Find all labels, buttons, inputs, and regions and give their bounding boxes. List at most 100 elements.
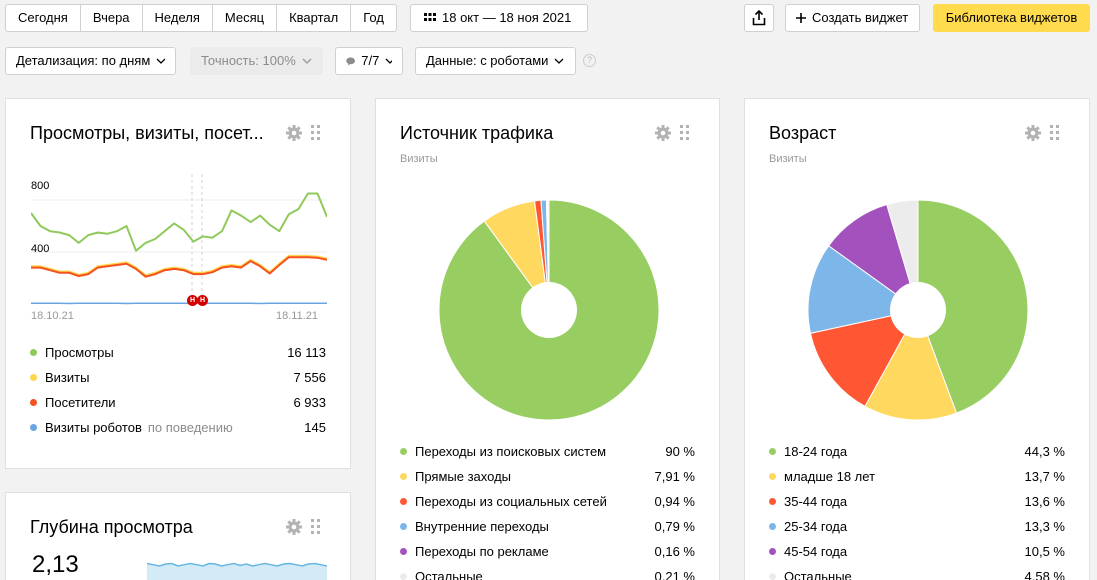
- legend-item[interactable]: Остальные 4,58 %: [769, 564, 1065, 580]
- age-legend: 18-24 года 44,3 % младше 18 лет 13,7 % 35-44…: [769, 439, 1065, 580]
- traffic-legend: Переходы из поисковых систем 90 % Прямые з…: [400, 439, 695, 580]
- export-button[interactable]: [744, 4, 774, 32]
- drag-handle-icon[interactable]: [311, 519, 321, 535]
- legend-dot: [769, 523, 776, 530]
- traffic-pie-chart: [438, 199, 660, 421]
- legend-value: 44,3 %: [1024, 444, 1065, 459]
- legend-label: 25-34 года: [784, 519, 848, 534]
- drag-handle-icon[interactable]: [1050, 125, 1060, 141]
- legend-label: Визиты: [45, 370, 90, 385]
- gear-icon[interactable]: [654, 124, 672, 142]
- period-month-button[interactable]: Месяц: [212, 4, 278, 32]
- period-today-button[interactable]: Сегодня: [5, 4, 81, 32]
- legend-dot: [30, 399, 37, 406]
- donut-hole: [890, 282, 946, 338]
- legend-item[interactable]: 25-34 года 13,3 %: [769, 514, 1065, 539]
- data-dropdown[interactable]: Данные: с роботами: [415, 47, 576, 75]
- legend-item[interactable]: Посетители 6 933: [30, 390, 326, 415]
- date-range-button[interactable]: 18 окт — 18 ноя 2021: [410, 4, 588, 32]
- pie-slice: [864, 308, 958, 421]
- legend-value: 6 933: [293, 395, 326, 410]
- x-axis-label: 18.11.21: [276, 310, 319, 322]
- series-line-2: [31, 254, 327, 277]
- widget-library-button[interactable]: Библиотека виджетов: [933, 4, 1090, 32]
- legend-label: Визиты роботов по поведению: [45, 420, 304, 435]
- widget-title: Источник трафика: [400, 123, 554, 143]
- share-icon: [752, 10, 766, 26]
- legend-item[interactable]: Переходы из поисковых систем 90 %: [400, 439, 695, 464]
- legend-label: Остальные: [784, 569, 852, 580]
- legend-item[interactable]: Переходы из социальных сетей 0,94 %: [400, 489, 695, 514]
- drag-handle-icon[interactable]: [680, 125, 690, 141]
- sparkline-line: [147, 562, 327, 567]
- age-widget: Возраст Визиты 18-24 года 44,3 % младше 18…: [744, 98, 1090, 580]
- segments-dropdown[interactable]: 7/7: [335, 47, 403, 75]
- legend-label: Переходы из поисковых систем: [415, 444, 607, 459]
- legend-value: 4,58 %: [1024, 569, 1065, 580]
- legend-item[interactable]: Просмотры 16 113: [30, 340, 326, 365]
- detail-dropdown[interactable]: Детализация: по дням: [5, 47, 176, 75]
- period-year-button[interactable]: Год: [351, 4, 397, 32]
- legend-value: 0,16 %: [654, 544, 695, 559]
- period-quarter-button[interactable]: Квартал: [277, 4, 352, 32]
- gear-icon[interactable]: [285, 518, 303, 536]
- drag-handle-icon[interactable]: [311, 125, 321, 141]
- legend-label: Посетители: [45, 395, 116, 410]
- accuracy-dropdown[interactable]: Точность: 100%: [190, 47, 323, 75]
- accuracy-label: Точность: 100%: [201, 53, 296, 68]
- detail-label: Детализация: по дням: [16, 53, 151, 68]
- gear-icon[interactable]: [1024, 124, 1042, 142]
- gear-icon[interactable]: [285, 124, 303, 142]
- period-week-button[interactable]: Неделя: [142, 4, 213, 32]
- legend-label: Внутренние переходы: [415, 519, 549, 534]
- legend-item[interactable]: младше 18 лет 13,7 %: [769, 464, 1065, 489]
- legend-dot: [400, 548, 407, 555]
- pie-slice: [827, 203, 919, 312]
- legend-label: 35-44 года: [784, 494, 848, 509]
- help-icon[interactable]: ?: [583, 54, 596, 67]
- period-yesterday-button[interactable]: Вчера: [80, 4, 143, 32]
- y-axis-label: 400: [31, 243, 50, 255]
- legend-item[interactable]: Переходы по рекламе 0,16 %: [400, 539, 695, 564]
- legend-item[interactable]: 35-44 года 13,6 %: [769, 489, 1065, 514]
- legend-item[interactable]: Внутренние переходы 0,79 %: [400, 514, 695, 539]
- segments-label: 7/7: [361, 53, 380, 68]
- legend-dot: [400, 473, 407, 480]
- legend-value: 7,91 %: [654, 469, 695, 484]
- legend-label: 18-24 года: [784, 444, 848, 459]
- depth-value: 2,13: [32, 551, 79, 578]
- chevron-down-icon: [554, 58, 564, 64]
- legend-label: Переходы по рекламе: [415, 544, 549, 559]
- legend-dot: [400, 523, 407, 530]
- widget-library-label: Библиотека виджетов: [945, 10, 1078, 25]
- legend-value: 7 556: [293, 370, 326, 385]
- legend-label: Прямые заходы: [415, 469, 512, 484]
- event-marker[interactable]: Н: [187, 295, 198, 306]
- date-range-label: 18 окт — 18 ноя 2021: [442, 10, 572, 25]
- legend-dot: [400, 573, 407, 580]
- legend-dot: [30, 374, 37, 381]
- legend-item[interactable]: Прямые заходы 7,91 %: [400, 464, 695, 489]
- series-line-3: [31, 256, 327, 278]
- legend-item[interactable]: 18-24 года 44,3 %: [769, 439, 1065, 464]
- event-marker[interactable]: Н: [197, 295, 208, 306]
- legend-dot: [30, 424, 37, 431]
- create-widget-button[interactable]: Создать виджет: [785, 4, 920, 32]
- legend-label: Остальные: [415, 569, 483, 580]
- legend-value: 13,7 %: [1024, 469, 1065, 484]
- legend-label: 45-54 года: [784, 544, 848, 559]
- widget-title: Просмотры, визиты, посет...: [30, 123, 264, 143]
- legend-item[interactable]: Визиты роботов по поведению 145: [30, 415, 326, 440]
- series-line-1: [31, 192, 327, 252]
- legend-dot: [769, 548, 776, 555]
- traffic-widget: Источник трафика Визиты Переходы из поис…: [375, 98, 720, 580]
- donut-hole: [521, 282, 577, 338]
- legend-sublabel: по поведению: [147, 420, 233, 435]
- legend-value: 16 113: [287, 345, 326, 360]
- chevron-down-icon: [385, 58, 392, 64]
- legend-item[interactable]: Визиты 7 556: [30, 365, 326, 390]
- depth-sparkline: [147, 562, 327, 580]
- legend-item[interactable]: Остальные 0,21 %: [400, 564, 695, 580]
- legend-item[interactable]: 45-54 года 10,5 %: [769, 539, 1065, 564]
- legend-value: 90 %: [665, 444, 695, 459]
